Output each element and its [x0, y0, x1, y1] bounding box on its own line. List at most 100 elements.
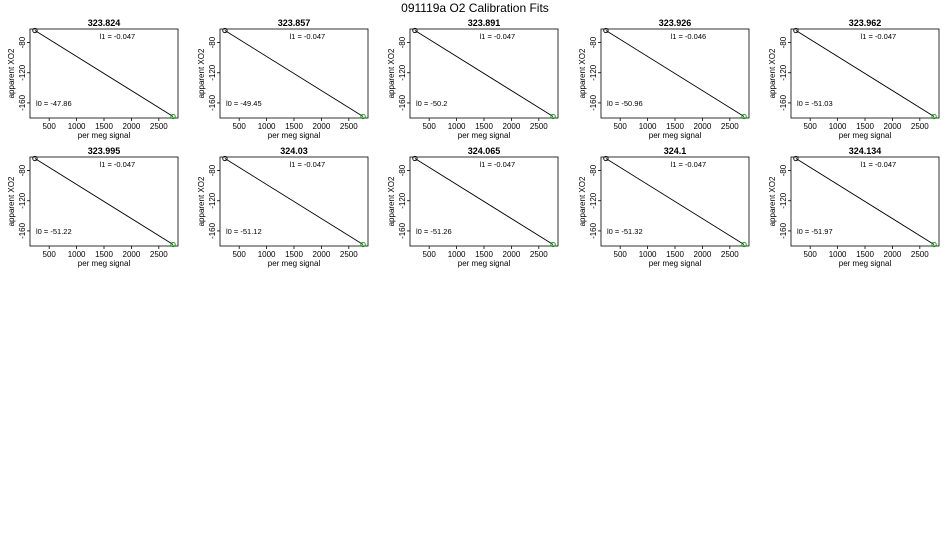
data-point	[412, 27, 418, 34]
y-tick-label: -80	[589, 164, 598, 176]
panel-title: 323.962	[849, 18, 882, 28]
x-tick-label: 500	[233, 122, 247, 131]
calibration-panel: 323.962 500 1000 1500 2000 2500 -80 -120 -160 per…	[768, 18, 940, 140]
y-axis-label: apparent XO2	[578, 176, 587, 226]
x-tick-label: 1000	[448, 250, 466, 259]
y-tick-label: -80	[208, 36, 217, 48]
y-axis-label: apparent XO2	[387, 48, 396, 98]
x-tick-label: 2500	[911, 122, 929, 131]
slope-annotation: l1 = -0.047	[100, 160, 136, 169]
slope-annotation: l1 = -0.047	[861, 160, 897, 169]
x-tick-label: 1000	[829, 122, 847, 131]
slope-annotation: l1 = -0.047	[480, 32, 516, 41]
x-tick-label: 500	[43, 122, 57, 131]
intercept-annotation: l0 = -51.03	[797, 99, 833, 108]
calibration-panel: 323.891 500 1000 1500 2000 2500 -80 -120 -160 per…	[387, 18, 559, 140]
x-tick-label: 1000	[639, 250, 657, 259]
slope-annotation: l1 = -0.047	[100, 32, 136, 41]
y-axis-label: apparent XO2	[197, 176, 206, 226]
x-tick-label: 1000	[258, 122, 276, 131]
x-tick-label: 500	[423, 250, 437, 259]
y-tick-label: -80	[779, 36, 788, 48]
y-tick-label: -160	[18, 94, 27, 111]
y-tick-label: -80	[398, 164, 407, 176]
x-tick-label: 1000	[448, 122, 466, 131]
x-axis-label: per meg signal	[839, 259, 892, 268]
slope-annotation: l1 = -0.047	[480, 160, 516, 169]
x-tick-label: 1000	[829, 250, 847, 259]
intercept-annotation: l0 = -51.26	[416, 227, 452, 236]
x-axis-label: per meg signal	[649, 259, 702, 268]
panel-title: 323.926	[659, 18, 692, 28]
calibration-panel: 323.995 500 1000 1500 2000 2500 -80 -120 -160 per…	[7, 146, 179, 268]
x-tick-label: 2500	[721, 122, 739, 131]
x-tick-label: 2500	[150, 250, 168, 259]
y-tick-label: -120	[18, 64, 27, 81]
x-tick-label: 2000	[884, 122, 902, 131]
y-tick-label: -160	[589, 222, 598, 239]
x-tick-label: 2500	[150, 122, 168, 131]
data-point	[793, 155, 799, 162]
x-axis-label: per meg signal	[649, 131, 702, 140]
y-tick-label: -80	[18, 36, 27, 48]
intercept-annotation: l0 = -49.45	[226, 99, 262, 108]
calibration-panel: 324.1 500 1000 1500 2000 2500 -80 -120 -160 per m…	[578, 146, 750, 268]
panel-title: 324.03	[280, 146, 308, 156]
figure-title: 091119a O2 Calibration Fits	[401, 1, 549, 15]
panel-title: 323.891	[468, 18, 501, 28]
panel-title: 324.134	[849, 146, 882, 156]
y-tick-label: -120	[208, 64, 217, 81]
x-tick-label: 1000	[258, 250, 276, 259]
data-point	[550, 113, 556, 120]
x-tick-label: 500	[614, 122, 628, 131]
x-tick-label: 500	[43, 250, 57, 259]
data-point	[793, 27, 799, 34]
x-tick-label: 2500	[340, 122, 358, 131]
x-tick-label: 1500	[95, 250, 113, 259]
x-tick-label: 2500	[340, 250, 358, 259]
data-point	[603, 155, 609, 162]
x-axis-label: per meg signal	[458, 259, 511, 268]
calibration-panel: 323.824 500 1000 1500 2000 2500 -80 -120 -160 per…	[7, 18, 179, 140]
x-axis-label: per meg signal	[78, 259, 131, 268]
y-tick-label: -120	[589, 192, 598, 209]
y-axis-label: apparent XO2	[578, 48, 587, 98]
calibration-panel: 324.065 500 1000 1500 2000 2500 -80 -120 -160 per…	[387, 146, 559, 268]
y-axis-label: apparent XO2	[387, 176, 396, 226]
y-tick-label: -80	[398, 36, 407, 48]
y-axis-label: apparent XO2	[7, 48, 16, 98]
intercept-annotation: l0 = -51.12	[226, 227, 262, 236]
x-tick-label: 1500	[475, 250, 493, 259]
x-tick-label: 1000	[68, 250, 86, 259]
data-point	[603, 27, 609, 34]
y-tick-label: -120	[398, 192, 407, 209]
y-tick-label: -80	[779, 164, 788, 176]
fit-line	[605, 30, 745, 117]
x-tick-label: 1500	[856, 122, 874, 131]
data-point	[412, 155, 418, 162]
x-tick-label: 2000	[123, 250, 141, 259]
data-point	[550, 241, 556, 248]
data-point	[741, 241, 747, 248]
x-tick-label: 2000	[694, 122, 712, 131]
y-tick-label: -120	[208, 192, 217, 209]
fit-line	[605, 158, 745, 245]
calibration-panel: 323.926 500 1000 1500 2000 2500 -80 -120 -160 per…	[578, 18, 750, 140]
data-point	[222, 155, 228, 162]
fit-line	[414, 158, 554, 245]
y-tick-label: -160	[779, 94, 788, 111]
y-tick-label: -160	[398, 222, 407, 239]
data-point	[32, 155, 38, 162]
slope-annotation: l1 = -0.047	[290, 160, 326, 169]
x-tick-label: 2500	[911, 250, 929, 259]
x-axis-label: per meg signal	[839, 131, 892, 140]
panel-title: 323.824	[88, 18, 121, 28]
panel-title: 323.857	[278, 18, 311, 28]
data-point	[222, 27, 228, 34]
y-axis-label: apparent XO2	[768, 48, 777, 98]
x-tick-label: 1500	[666, 250, 684, 259]
y-tick-label: -160	[208, 94, 217, 111]
intercept-annotation: l0 = -51.97	[797, 227, 833, 236]
slope-annotation: l1 = -0.047	[671, 160, 707, 169]
